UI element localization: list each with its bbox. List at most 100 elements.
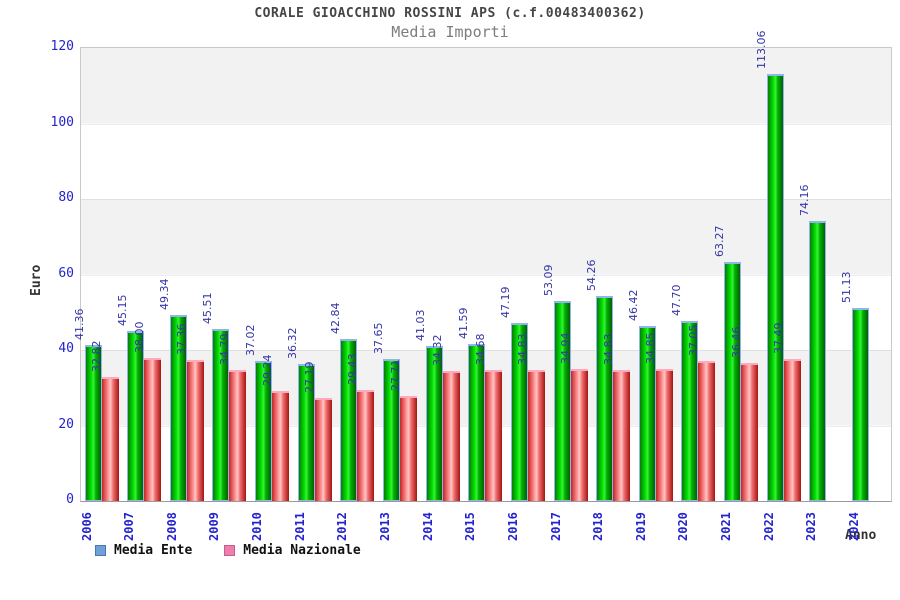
bar-media-nazionale-2017 (570, 369, 588, 501)
y-tick-120: 120 (50, 39, 74, 54)
category-label-2012: 2012 (335, 512, 350, 541)
value-label-media-ente-2016: 47.19 (499, 286, 513, 318)
value-label-media-nazionale-2016: 34.83 (516, 333, 530, 365)
bar-media-ente-2014 (425, 346, 443, 501)
bar-media-ente-2009 (212, 329, 230, 501)
category-label-2018: 2018 (591, 512, 606, 541)
value-label-media-ente-2012: 42.84 (328, 302, 342, 335)
bar-media-ente-2011 (297, 363, 315, 501)
value-label-media-ente-2009: 45.51 (200, 292, 214, 325)
value-label-media-nazionale-2011: 27.19 (303, 361, 317, 394)
gridline-40 (81, 350, 891, 351)
legend-swatch-media-nazionale (224, 545, 236, 556)
value-label-media-nazionale-2010: 29.24 (260, 354, 274, 386)
bar-media-ente-2013 (383, 358, 401, 501)
value-label-media-nazionale-2007: 38.00 (132, 321, 146, 353)
bar-media-nazionale-2010 (272, 390, 290, 501)
bar-media-ente-2018 (596, 296, 614, 501)
value-label-media-ente-2017: 53.09 (542, 264, 556, 296)
bar-media-nazionale-2011 (314, 398, 332, 501)
value-label-media-ente-2021: 63.27 (712, 225, 726, 258)
legend-label-media-nazionale: Media Nazionale (243, 543, 361, 558)
value-label-media-ente-2019: 46.42 (627, 289, 641, 321)
bar-media-nazionale-2009 (229, 369, 247, 501)
y-tick-20: 20 (58, 416, 74, 432)
value-label-media-nazionale-2020: 37.05 (686, 324, 700, 357)
bar-media-ente-2006 (84, 344, 102, 501)
value-label-media-nazionale-2012: 29.43 (345, 353, 359, 385)
legend-swatch-media-ente (95, 545, 106, 556)
bar-media-nazionale-2014 (442, 371, 460, 501)
bar-media-nazionale-2007 (144, 357, 162, 501)
y-tick-60: 60 (58, 265, 74, 281)
value-label-media-ente-2008: 49.34 (158, 278, 172, 310)
bar-media-ente-2019 (638, 325, 656, 501)
bar-media-ente-2023 (809, 221, 827, 501)
bar-media-nazionale-2018 (613, 369, 631, 501)
bar-media-ente-2012 (340, 339, 358, 501)
value-label-media-nazionale-2021: 36.46 (729, 326, 743, 359)
category-label-2021: 2021 (719, 512, 734, 541)
category-label-2009: 2009 (207, 512, 222, 541)
category-label-2014: 2014 (420, 512, 435, 541)
value-label-media-nazionale-2017: 34.94 (559, 332, 573, 365)
y-tick-40: 40 (58, 341, 74, 356)
gridline-100 (81, 123, 891, 125)
category-label-2017: 2017 (548, 512, 563, 541)
value-label-media-nazionale-2014: 34.32 (431, 334, 445, 367)
category-label-2015: 2015 (463, 512, 478, 541)
bar-media-nazionale-2012 (357, 389, 375, 501)
value-label-media-ente-2022: 113.06 (755, 30, 769, 70)
value-label-media-ente-2006: 41.36 (73, 308, 87, 340)
category-label-2013: 2013 (378, 512, 393, 541)
value-label-media-ente-2011: 36.32 (286, 327, 300, 359)
category-label-2024: 2024 (846, 512, 861, 541)
bar-media-nazionale-2013 (400, 396, 418, 501)
value-label-media-nazionale-2018: 34.83 (601, 333, 615, 365)
x-axis-title: Anno (845, 528, 877, 543)
category-label-2020: 2020 (676, 512, 691, 541)
legend: Media Ente Media Nazionale (95, 543, 385, 558)
bar-media-nazionale-2021 (741, 363, 759, 501)
bar-media-nazionale-2019 (655, 369, 673, 501)
category-label-2022: 2022 (761, 512, 776, 541)
bar-media-ente-2007 (127, 330, 145, 501)
bar-media-nazionale-2022 (783, 359, 801, 501)
bar-media-ente-2010 (255, 361, 273, 501)
bar-media-ente-2024 (851, 307, 869, 501)
value-label-media-ente-2013: 37.65 (371, 322, 385, 354)
category-label-2023: 2023 (804, 512, 819, 541)
chart-title: CORALE GIOACCHINO ROSSINI APS (c.f.00483… (254, 6, 646, 21)
category-label-2007: 2007 (122, 512, 137, 541)
category-label-2010: 2010 (250, 512, 265, 541)
chart-subtitle: Media Importi (391, 23, 509, 41)
y-tick-100: 100 (50, 114, 74, 130)
value-label-media-ente-2024: 51.13 (840, 271, 854, 303)
bar-media-nazionale-2016 (527, 369, 545, 501)
value-label-media-nazionale-2019: 34.85 (644, 332, 658, 365)
value-label-media-ente-2014: 41.03 (414, 309, 428, 342)
bar-media-ente-2022 (766, 74, 784, 501)
value-label-media-nazionale-2015: 34.68 (473, 333, 487, 366)
value-label-media-nazionale-2022: 37.49 (772, 322, 786, 355)
category-label-2011: 2011 (292, 512, 307, 541)
bar-media-ente-2021 (724, 262, 742, 501)
value-label-media-ente-2007: 45.15 (115, 294, 129, 326)
bar-media-ente-2020 (681, 320, 699, 501)
bar-media-nazionale-2015 (485, 370, 503, 501)
value-label-media-ente-2010: 37.02 (243, 324, 257, 357)
value-label-media-ente-2018: 54.26 (584, 259, 598, 292)
legend-label-media-ente: Media Ente (114, 543, 193, 558)
value-label-media-nazionale-2008: 37.36 (175, 323, 189, 355)
value-label-media-ente-2020: 47.70 (669, 284, 683, 316)
value-label-media-nazionale-2013: 27.71 (388, 359, 402, 392)
gridline-80 (81, 199, 891, 200)
bar-media-ente-2015 (468, 344, 486, 501)
category-label-2016: 2016 (505, 512, 520, 541)
category-label-2019: 2019 (633, 512, 648, 541)
gridline-60 (81, 274, 891, 276)
category-label-2008: 2008 (164, 512, 179, 541)
value-label-media-nazionale-2009: 34.79 (217, 333, 231, 365)
bar-media-ente-2016 (510, 322, 528, 501)
